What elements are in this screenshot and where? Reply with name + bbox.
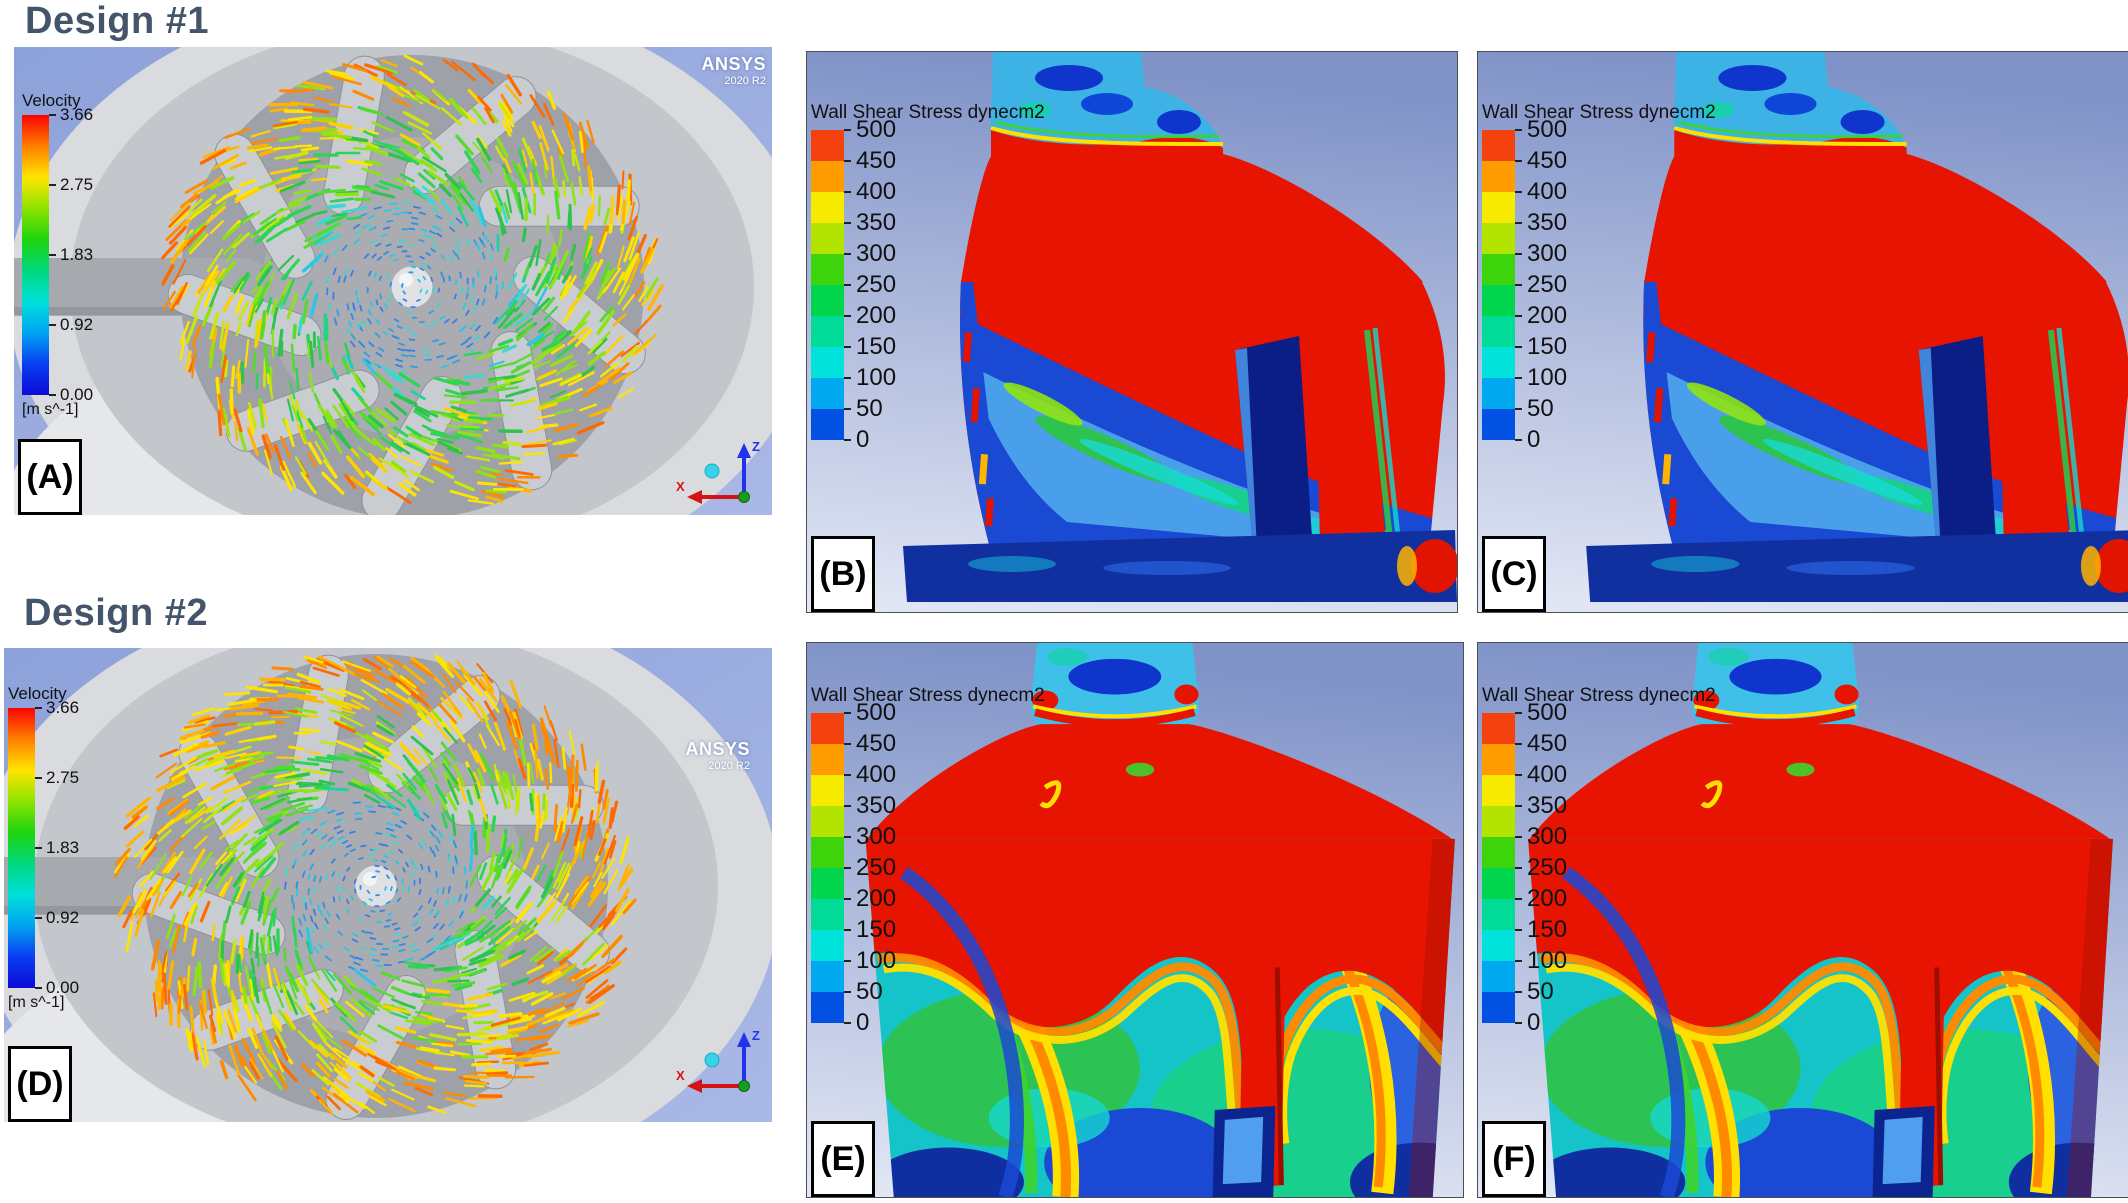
panel-d-velocity-design2: Velocity 3.66 2.75 1.83 0.92 0.00 [m s^-1] A… (4, 648, 772, 1122)
colorbar-gradient (22, 115, 49, 395)
vessel-contours (1528, 643, 2113, 1197)
panel-label-e: (E) (811, 1121, 875, 1197)
panel-label-b: (B) (811, 536, 875, 612)
colorbar-title: Wall Shear Stress dynecm2 (811, 685, 1045, 706)
axis-triad: Z X (676, 1028, 760, 1093)
ansys-brand: ANSYS (701, 54, 766, 74)
colorbar-ticks: 3.66 2.75 1.83 0.92 0.00 (35, 698, 107, 997)
panel-a-velocity-design1: Velocity 3.66 2.75 1.83 0.92 0.00 [m s^-1] A… (14, 47, 772, 515)
impeller-housing (4, 648, 772, 1122)
ansys-logo: ANSYS 2020 R2 (685, 740, 750, 772)
x-axis-label: X (676, 1068, 685, 1083)
colorbar-unit: [m s^-1] (22, 401, 79, 418)
y-axis-sphere (704, 1052, 720, 1068)
ansys-version: 2020 R2 (708, 760, 750, 772)
wss-colorbar: Wall Shear Stress dynecm2 500 450 400 350 30… (1482, 102, 1716, 453)
wss-colorbar: Wall Shear Stress dynecm2 500 450 400 350 30… (811, 102, 1045, 453)
vessel-contours (903, 52, 1457, 602)
z-axis-label: Z (752, 439, 760, 454)
x-axis-label: X (676, 479, 685, 494)
design2-title: Design #2 (24, 592, 209, 634)
panel-c-wss-design1: Wall Shear Stress dynecm2 500 450 400 350 30… (1477, 51, 2128, 613)
velocity-vectors (113, 654, 637, 1115)
ansys-brand: ANSYS (685, 739, 750, 759)
colorbar-bands (1482, 130, 1515, 440)
colorbar-ticks: 500 450 400 350 300 250 200 150 100 50 0 (844, 699, 916, 1036)
colorbar-bands (1482, 713, 1515, 1023)
wss-render-design2 (807, 643, 1463, 1197)
x-axis-arrow (687, 490, 702, 504)
panel-label-f: (F) (1482, 1121, 1546, 1197)
panel-label-c: (C) (1482, 536, 1546, 612)
panel-b-wss-design1: Wall Shear Stress dynecm2 500 450 400 350 30… (806, 51, 1458, 613)
wss-colorbar: Wall Shear Stress dynecm2 500 450 400 350 30… (1482, 685, 1716, 1036)
colorbar-gradient (8, 708, 35, 988)
design1-title: Design #1 (25, 0, 210, 42)
colorbar-ticks: 500 450 400 350 300 250 200 150 100 50 0 (1515, 699, 1587, 1036)
velocity-render-design2 (4, 648, 772, 1122)
colorbar-ticks: 500 450 400 350 300 250 200 150 100 50 0 (1515, 116, 1587, 453)
panel-label-d: (D) (8, 1046, 72, 1122)
colorbar-bands (811, 713, 844, 1023)
colorbar-title: Velocity (22, 91, 81, 110)
origin-sphere (738, 1080, 750, 1092)
colorbar-ticks: 500 450 400 350 300 250 200 150 100 50 0 (844, 116, 916, 453)
panel-e-wss-design2: Wall Shear Stress dynecm2 500 450 400 350 30… (806, 642, 1464, 1198)
axis-triad: Z X (676, 439, 760, 504)
colorbar-unit: [m s^-1] (8, 994, 65, 1011)
colorbar-title: Velocity (8, 684, 67, 703)
velocity-colorbar: Velocity 3.66 2.75 1.83 0.92 0.00 [m s^-1] (8, 684, 107, 1012)
y-axis-sphere (704, 463, 720, 479)
z-axis-arrow (737, 1032, 751, 1047)
wss-render-design1 (807, 52, 1457, 612)
colorbar-title: Wall Shear Stress dynecm2 (1482, 102, 1716, 123)
panel-f-wss-design2: Wall Shear Stress dynecm2 500 450 400 350 30… (1477, 642, 2128, 1198)
colorbar-bands (811, 130, 844, 440)
ansys-logo: ANSYS 2020 R2 (701, 55, 766, 87)
vessel-contours (1586, 52, 2128, 602)
velocity-colorbar: Velocity 3.66 2.75 1.83 0.92 0.00 [m s^-1] (22, 91, 121, 419)
velocity-render-design1 (14, 47, 772, 515)
x-axis-arrow (687, 1079, 702, 1093)
origin-sphere (738, 491, 750, 503)
wss-colorbar: Wall Shear Stress dynecm2 500 450 400 350 30… (811, 685, 1045, 1036)
colorbar-title: Wall Shear Stress dynecm2 (1482, 685, 1716, 706)
ansys-version: 2020 R2 (724, 75, 766, 87)
z-axis-arrow (737, 443, 751, 458)
velocity-vectors (161, 54, 664, 505)
colorbar-title: Wall Shear Stress dynecm2 (811, 102, 1045, 123)
wss-render-design2-view2 (1478, 643, 2128, 1197)
panel-label-a: (A) (18, 439, 82, 515)
colorbar-ticks: 3.66 2.75 1.83 0.92 0.00 (49, 105, 121, 404)
wss-render-design1-view2 (1478, 52, 2128, 612)
z-axis-label: Z (752, 1028, 760, 1043)
